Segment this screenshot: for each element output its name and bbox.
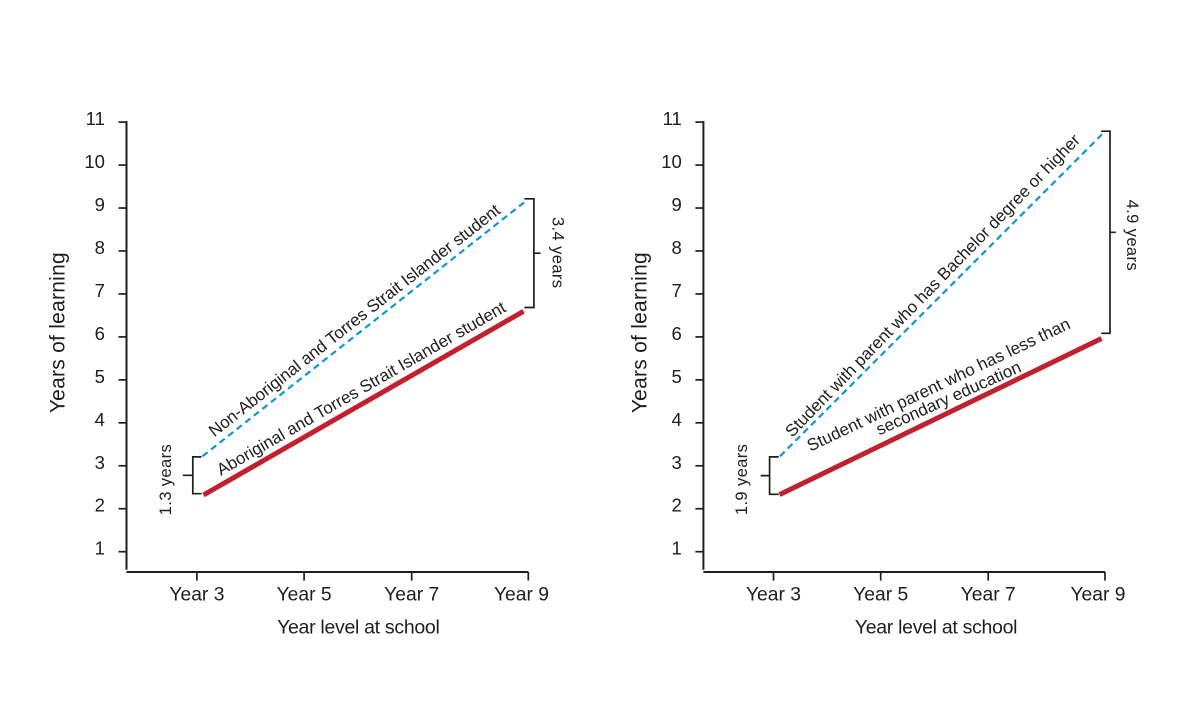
svg-text:6: 6: [95, 323, 105, 344]
svg-text:9: 9: [672, 194, 682, 215]
svg-text:5: 5: [672, 366, 682, 387]
svg-text:Year 7: Year 7: [961, 585, 1016, 606]
svg-text:10: 10: [84, 151, 105, 172]
svg-text:1: 1: [95, 538, 105, 559]
svg-text:6: 6: [672, 323, 682, 344]
svg-text:11: 11: [663, 108, 682, 129]
svg-text:Year 5: Year 5: [853, 585, 908, 606]
svg-text:Year level at school: Year level at school: [855, 617, 1017, 639]
svg-text:1.3 years: 1.3 years: [157, 444, 175, 515]
svg-text:1: 1: [672, 538, 682, 559]
svg-text:11: 11: [86, 108, 105, 129]
svg-text:3: 3: [95, 452, 105, 473]
svg-text:2: 2: [672, 495, 682, 516]
svg-text:1.9 years: 1.9 years: [733, 444, 751, 515]
svg-text:Year 3: Year 3: [746, 585, 801, 606]
svg-text:Year level at school: Year level at school: [277, 617, 439, 639]
svg-text:Year 5: Year 5: [277, 585, 332, 606]
svg-text:Years of learning: Years of learning: [47, 252, 70, 413]
svg-text:3.4 years: 3.4 years: [548, 217, 566, 288]
svg-text:5: 5: [95, 366, 105, 387]
svg-text:4: 4: [95, 409, 105, 430]
svg-text:7: 7: [95, 280, 105, 301]
svg-text:2: 2: [95, 495, 105, 516]
svg-text:Year 3: Year 3: [169, 585, 224, 606]
svg-text:Year 9: Year 9: [1070, 585, 1125, 606]
svg-text:3: 3: [672, 452, 682, 473]
svg-text:8: 8: [672, 237, 682, 258]
svg-text:Years of learning: Years of learning: [629, 252, 652, 413]
svg-text:Year 9: Year 9: [494, 585, 549, 606]
svg-text:Year 7: Year 7: [384, 585, 439, 606]
svg-text:8: 8: [95, 237, 105, 258]
svg-text:4: 4: [672, 409, 682, 430]
svg-text:4.9 years: 4.9 years: [1123, 200, 1141, 271]
svg-text:10: 10: [661, 151, 682, 172]
svg-text:9: 9: [95, 194, 105, 215]
svg-text:7: 7: [672, 280, 682, 301]
